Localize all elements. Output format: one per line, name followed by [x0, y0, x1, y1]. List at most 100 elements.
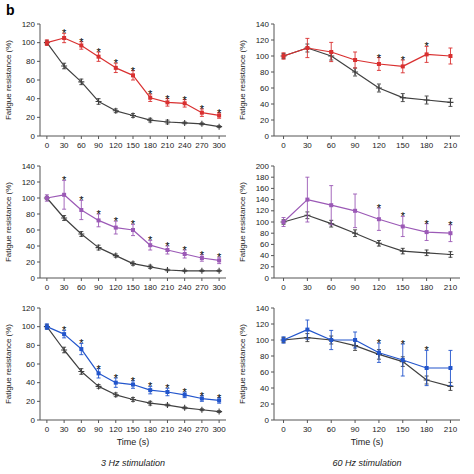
significance-star: *: [448, 219, 453, 231]
series: [282, 38, 453, 72]
panel: 0204060801001201400306090120150180210Fat…: [238, 304, 460, 468]
point-marker: [182, 405, 188, 411]
error-bar: [401, 94, 405, 102]
point-marker: [130, 112, 136, 118]
point-marker: [447, 99, 453, 105]
x-tick: [184, 278, 185, 281]
x-tick-label: 30: [60, 141, 69, 150]
y-tick-label: 80: [260, 229, 269, 238]
x-tick-label: 90: [351, 425, 360, 434]
significance-star: *: [165, 240, 170, 252]
significance-star: *: [96, 363, 101, 375]
y-tick: [37, 345, 40, 346]
y-tick-label: 140: [22, 162, 36, 171]
significance-star: *: [424, 218, 429, 230]
plot-area: [281, 320, 454, 390]
y-tick: [37, 214, 40, 215]
x-tick: [355, 420, 356, 423]
point-marker: [353, 338, 357, 342]
y-tick: [37, 230, 40, 231]
point-marker: [401, 224, 405, 228]
error-bar: [45, 195, 49, 201]
point-marker: [352, 69, 358, 75]
y-tick-label: 120: [22, 20, 36, 29]
x-tick-label: 180: [144, 141, 158, 150]
error-bar: [425, 250, 429, 256]
x-tick-label: 0: [281, 141, 286, 150]
x-tick: [283, 278, 284, 281]
error-bar: [79, 79, 83, 85]
point-marker: [400, 95, 406, 101]
point-marker: [216, 268, 222, 274]
significance-star: *: [200, 390, 205, 402]
point-marker: [45, 41, 49, 45]
series-line: [47, 38, 219, 115]
y-tick: [37, 382, 40, 383]
y-tick-label: 60: [26, 226, 35, 235]
error-bar: [353, 194, 357, 228]
x-tick-label: 150: [126, 425, 140, 434]
series-line: [47, 327, 219, 412]
point-marker: [45, 196, 49, 200]
y-tick: [271, 24, 274, 25]
plot-area: [281, 177, 454, 257]
point-marker: [282, 338, 286, 342]
y-axis-line: [40, 166, 41, 278]
y-tick-label: 100: [22, 38, 36, 47]
point-marker: [164, 402, 170, 408]
significance-star: *: [96, 46, 101, 58]
significance-star: *: [401, 54, 406, 66]
x-tick: [81, 420, 82, 423]
significance-star: *: [217, 392, 222, 404]
x-tick-label: 0: [45, 425, 50, 434]
x-tick-label: 0: [281, 425, 286, 434]
x-tick: [98, 136, 99, 139]
point-marker: [182, 268, 188, 274]
x-tick-label: 30: [303, 425, 312, 434]
significance-star: *: [424, 344, 429, 356]
x-tick-label: 30: [303, 283, 312, 292]
error-bar: [448, 350, 452, 385]
x-tick: [450, 136, 451, 139]
stimulation-label: 3 Hz stimulation: [101, 458, 165, 468]
point-marker: [401, 358, 405, 362]
series-line: [284, 338, 451, 387]
y-tick-label: 80: [26, 210, 35, 219]
point-marker: [425, 366, 429, 370]
point-marker: [352, 230, 358, 236]
point-marker: [425, 52, 429, 56]
y-tick: [271, 356, 274, 357]
x-tick-label: 180: [420, 425, 434, 434]
x-tick: [219, 136, 220, 139]
y-axis-label: Fatigue resistance (%): [4, 182, 13, 262]
y-tick: [271, 56, 274, 57]
y-tick: [37, 117, 40, 118]
significance-star: *: [131, 65, 136, 77]
point-marker: [353, 209, 357, 213]
significance-star: *: [424, 40, 429, 52]
x-tick-label: 240: [178, 283, 192, 292]
x-tick-label: 300: [212, 283, 226, 292]
y-tick-label: 20: [26, 113, 35, 122]
error-bar: [282, 338, 286, 343]
x-tick: [167, 136, 168, 139]
significance-star: *: [148, 88, 153, 100]
point-marker: [147, 117, 153, 123]
y-tick-label: 40: [26, 94, 35, 103]
point-marker: [147, 264, 153, 270]
x-tick: [201, 278, 202, 281]
x-tick: [402, 278, 403, 281]
plot-area: [44, 33, 222, 129]
significance-star: *: [377, 52, 382, 64]
error-bar: [401, 248, 405, 254]
y-tick-label: 20: [260, 262, 269, 271]
y-axis-label: Fatigue resistance (%): [238, 324, 247, 404]
point-marker: [447, 251, 453, 257]
point-marker: [376, 240, 382, 246]
point-marker: [424, 250, 430, 256]
y-tick-label: 0: [31, 274, 36, 283]
x-tick: [450, 420, 451, 423]
significance-star: *: [165, 93, 170, 105]
x-tick: [167, 420, 168, 423]
error-bar: [425, 96, 429, 104]
